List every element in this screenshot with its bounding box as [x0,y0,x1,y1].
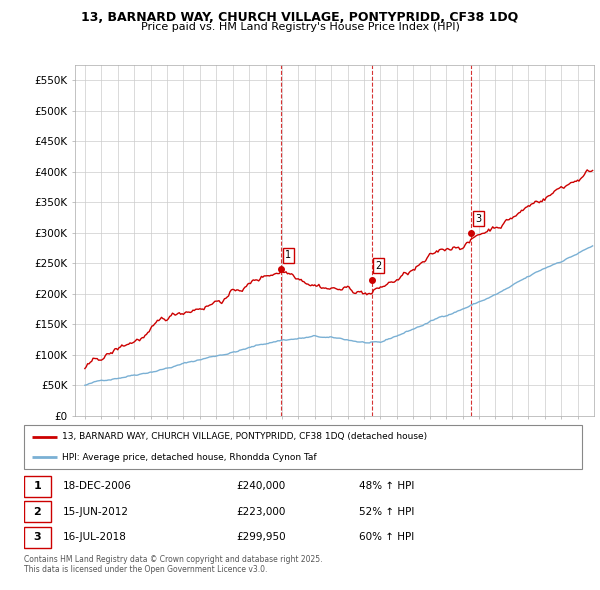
Text: Price paid vs. HM Land Registry's House Price Index (HPI): Price paid vs. HM Land Registry's House … [140,22,460,32]
Text: 15-JUN-2012: 15-JUN-2012 [63,507,129,517]
FancyBboxPatch shape [24,527,51,548]
Text: 1: 1 [286,250,292,260]
Text: £299,950: £299,950 [236,532,286,542]
Text: 52% ↑ HPI: 52% ↑ HPI [359,507,414,517]
Text: 16-JUL-2018: 16-JUL-2018 [63,532,127,542]
Text: 48% ↑ HPI: 48% ↑ HPI [359,481,414,491]
Text: 18-DEC-2006: 18-DEC-2006 [63,481,132,491]
Text: £223,000: £223,000 [236,507,286,517]
FancyBboxPatch shape [24,425,582,469]
Text: 2: 2 [376,261,382,271]
Text: 13, BARNARD WAY, CHURCH VILLAGE, PONTYPRIDD, CF38 1DQ (detached house): 13, BARNARD WAY, CHURCH VILLAGE, PONTYPR… [62,432,427,441]
FancyBboxPatch shape [24,502,51,522]
Text: Contains HM Land Registry data © Crown copyright and database right 2025.
This d: Contains HM Land Registry data © Crown c… [24,555,323,574]
Text: 13, BARNARD WAY, CHURCH VILLAGE, PONTYPRIDD, CF38 1DQ: 13, BARNARD WAY, CHURCH VILLAGE, PONTYPR… [82,11,518,24]
Text: HPI: Average price, detached house, Rhondda Cynon Taf: HPI: Average price, detached house, Rhon… [62,453,317,461]
Text: 2: 2 [34,507,41,517]
Text: 3: 3 [476,214,482,224]
Text: 1: 1 [34,481,41,491]
Text: 60% ↑ HPI: 60% ↑ HPI [359,532,414,542]
Text: £240,000: £240,000 [236,481,285,491]
Text: 3: 3 [34,532,41,542]
FancyBboxPatch shape [24,476,51,497]
